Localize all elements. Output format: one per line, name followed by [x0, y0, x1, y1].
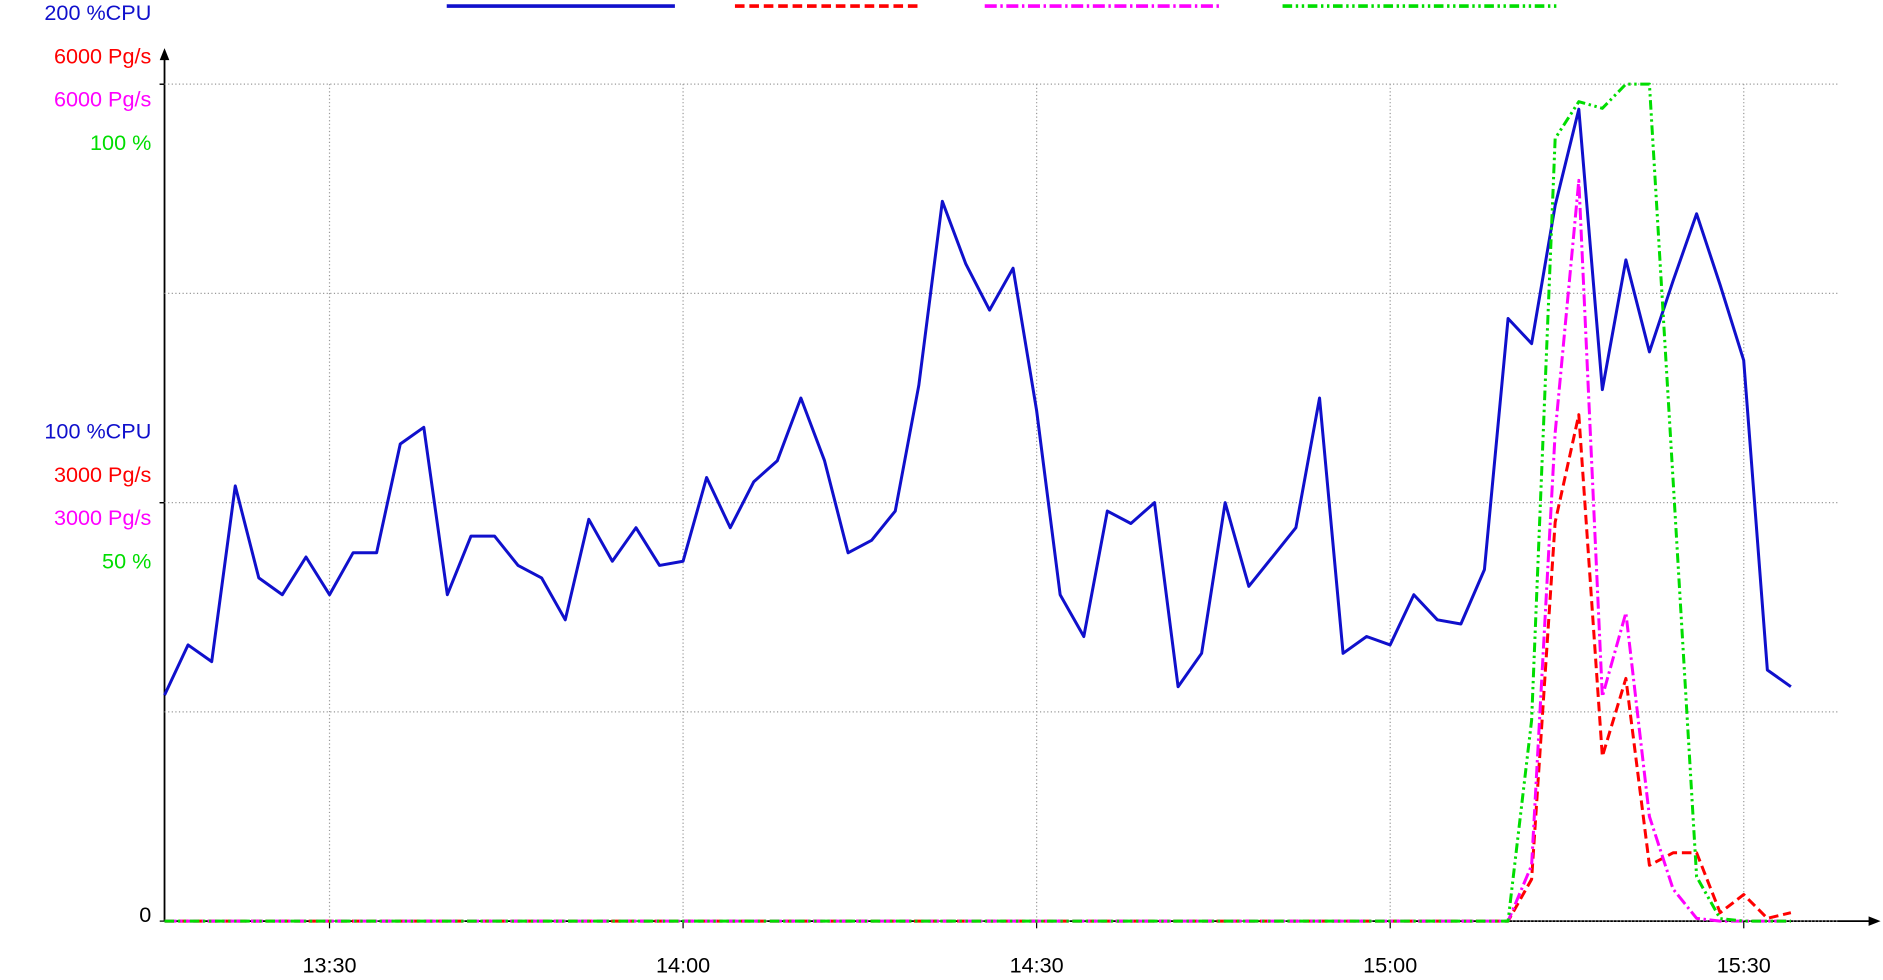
x-tick-label: 15:00 [1363, 952, 1417, 977]
series-line [163, 107, 1792, 696]
y-axis-arrow [159, 48, 170, 61]
y-tick-label: 0 [139, 902, 151, 927]
x-tick-label: 15:30 [1717, 952, 1771, 977]
series-line [164, 178, 1791, 923]
y-tick-label: 200 %CPU [44, 0, 151, 25]
y-tick-label: 100 % [90, 130, 151, 155]
x-tick-label: 13:30 [302, 952, 356, 977]
series-line [164, 413, 1792, 923]
x-tick-label: 14:00 [656, 952, 710, 977]
y-tick-label: 6000 Pg/s [54, 43, 152, 68]
y-tick-label: 3000 Pg/s [54, 505, 152, 530]
series-line [164, 82, 1791, 923]
x-tick-label: 14:30 [1010, 952, 1064, 977]
y-tick-label: 50 % [102, 548, 151, 573]
y-tick-label: 6000 Pg/s [54, 87, 152, 112]
x-axis-arrow [1868, 916, 1881, 926]
y-tick-label: 100 %CPU [44, 419, 151, 444]
y-tick-label: 3000 Pg/s [54, 462, 152, 487]
